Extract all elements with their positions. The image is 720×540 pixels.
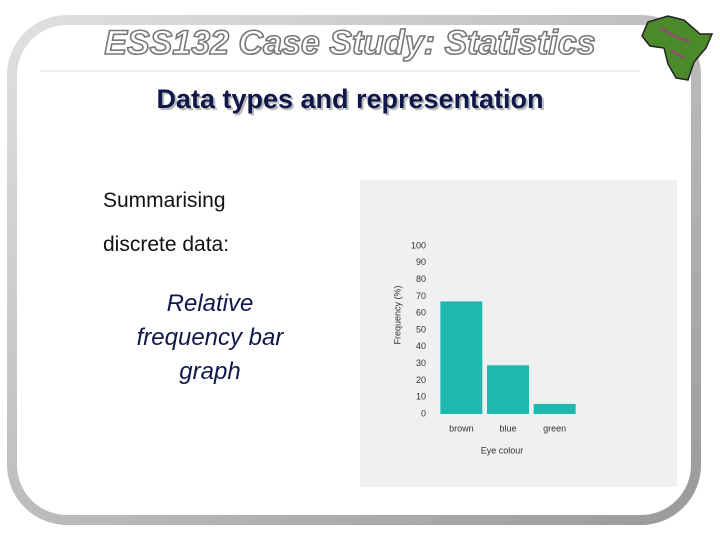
caption-text: Relative xyxy=(167,290,254,317)
y-tick-label: 80 xyxy=(416,274,426,284)
y-tick-label: 0 xyxy=(421,408,426,418)
y-tick-label: 10 xyxy=(416,392,426,402)
bar xyxy=(487,365,529,414)
x-tick-label: green xyxy=(543,423,566,433)
subtitle-shadow: Data types and representation xyxy=(158,86,545,116)
x-tick-label: blue xyxy=(499,423,516,433)
y-tick-label: 100 xyxy=(411,240,426,250)
y-tick-label: 40 xyxy=(416,341,426,351)
slide-frame xyxy=(7,15,701,525)
y-axis-label: Frequency (%) xyxy=(392,285,402,344)
y-tick-label: 70 xyxy=(416,291,426,301)
africa-icon xyxy=(641,15,714,81)
bar xyxy=(533,403,576,414)
body-text: discrete data: xyxy=(103,233,229,256)
bar xyxy=(440,301,483,414)
y-tick-label: 30 xyxy=(416,358,426,368)
y-tick-label: 60 xyxy=(416,308,426,318)
caption-text: frequency bar xyxy=(137,324,285,351)
caption-text: graph xyxy=(179,358,240,385)
x-axis-label: Eye colour xyxy=(481,445,524,455)
body-text: Summarising xyxy=(103,189,226,212)
subtitle: Data types and representation xyxy=(156,84,543,114)
y-tick-label: 90 xyxy=(416,257,426,267)
chart: Eye colour Frequency (%) 0 10 20 30 40 50 60 70… xyxy=(392,240,576,455)
y-tick-label: 50 xyxy=(416,324,426,334)
chart-panel xyxy=(360,180,677,487)
header-rule xyxy=(40,70,640,72)
header-title: ESS132 Case Study: Statistics xyxy=(104,24,595,62)
x-tick-label: brown xyxy=(449,423,474,433)
y-tick-label: 20 xyxy=(416,375,426,385)
